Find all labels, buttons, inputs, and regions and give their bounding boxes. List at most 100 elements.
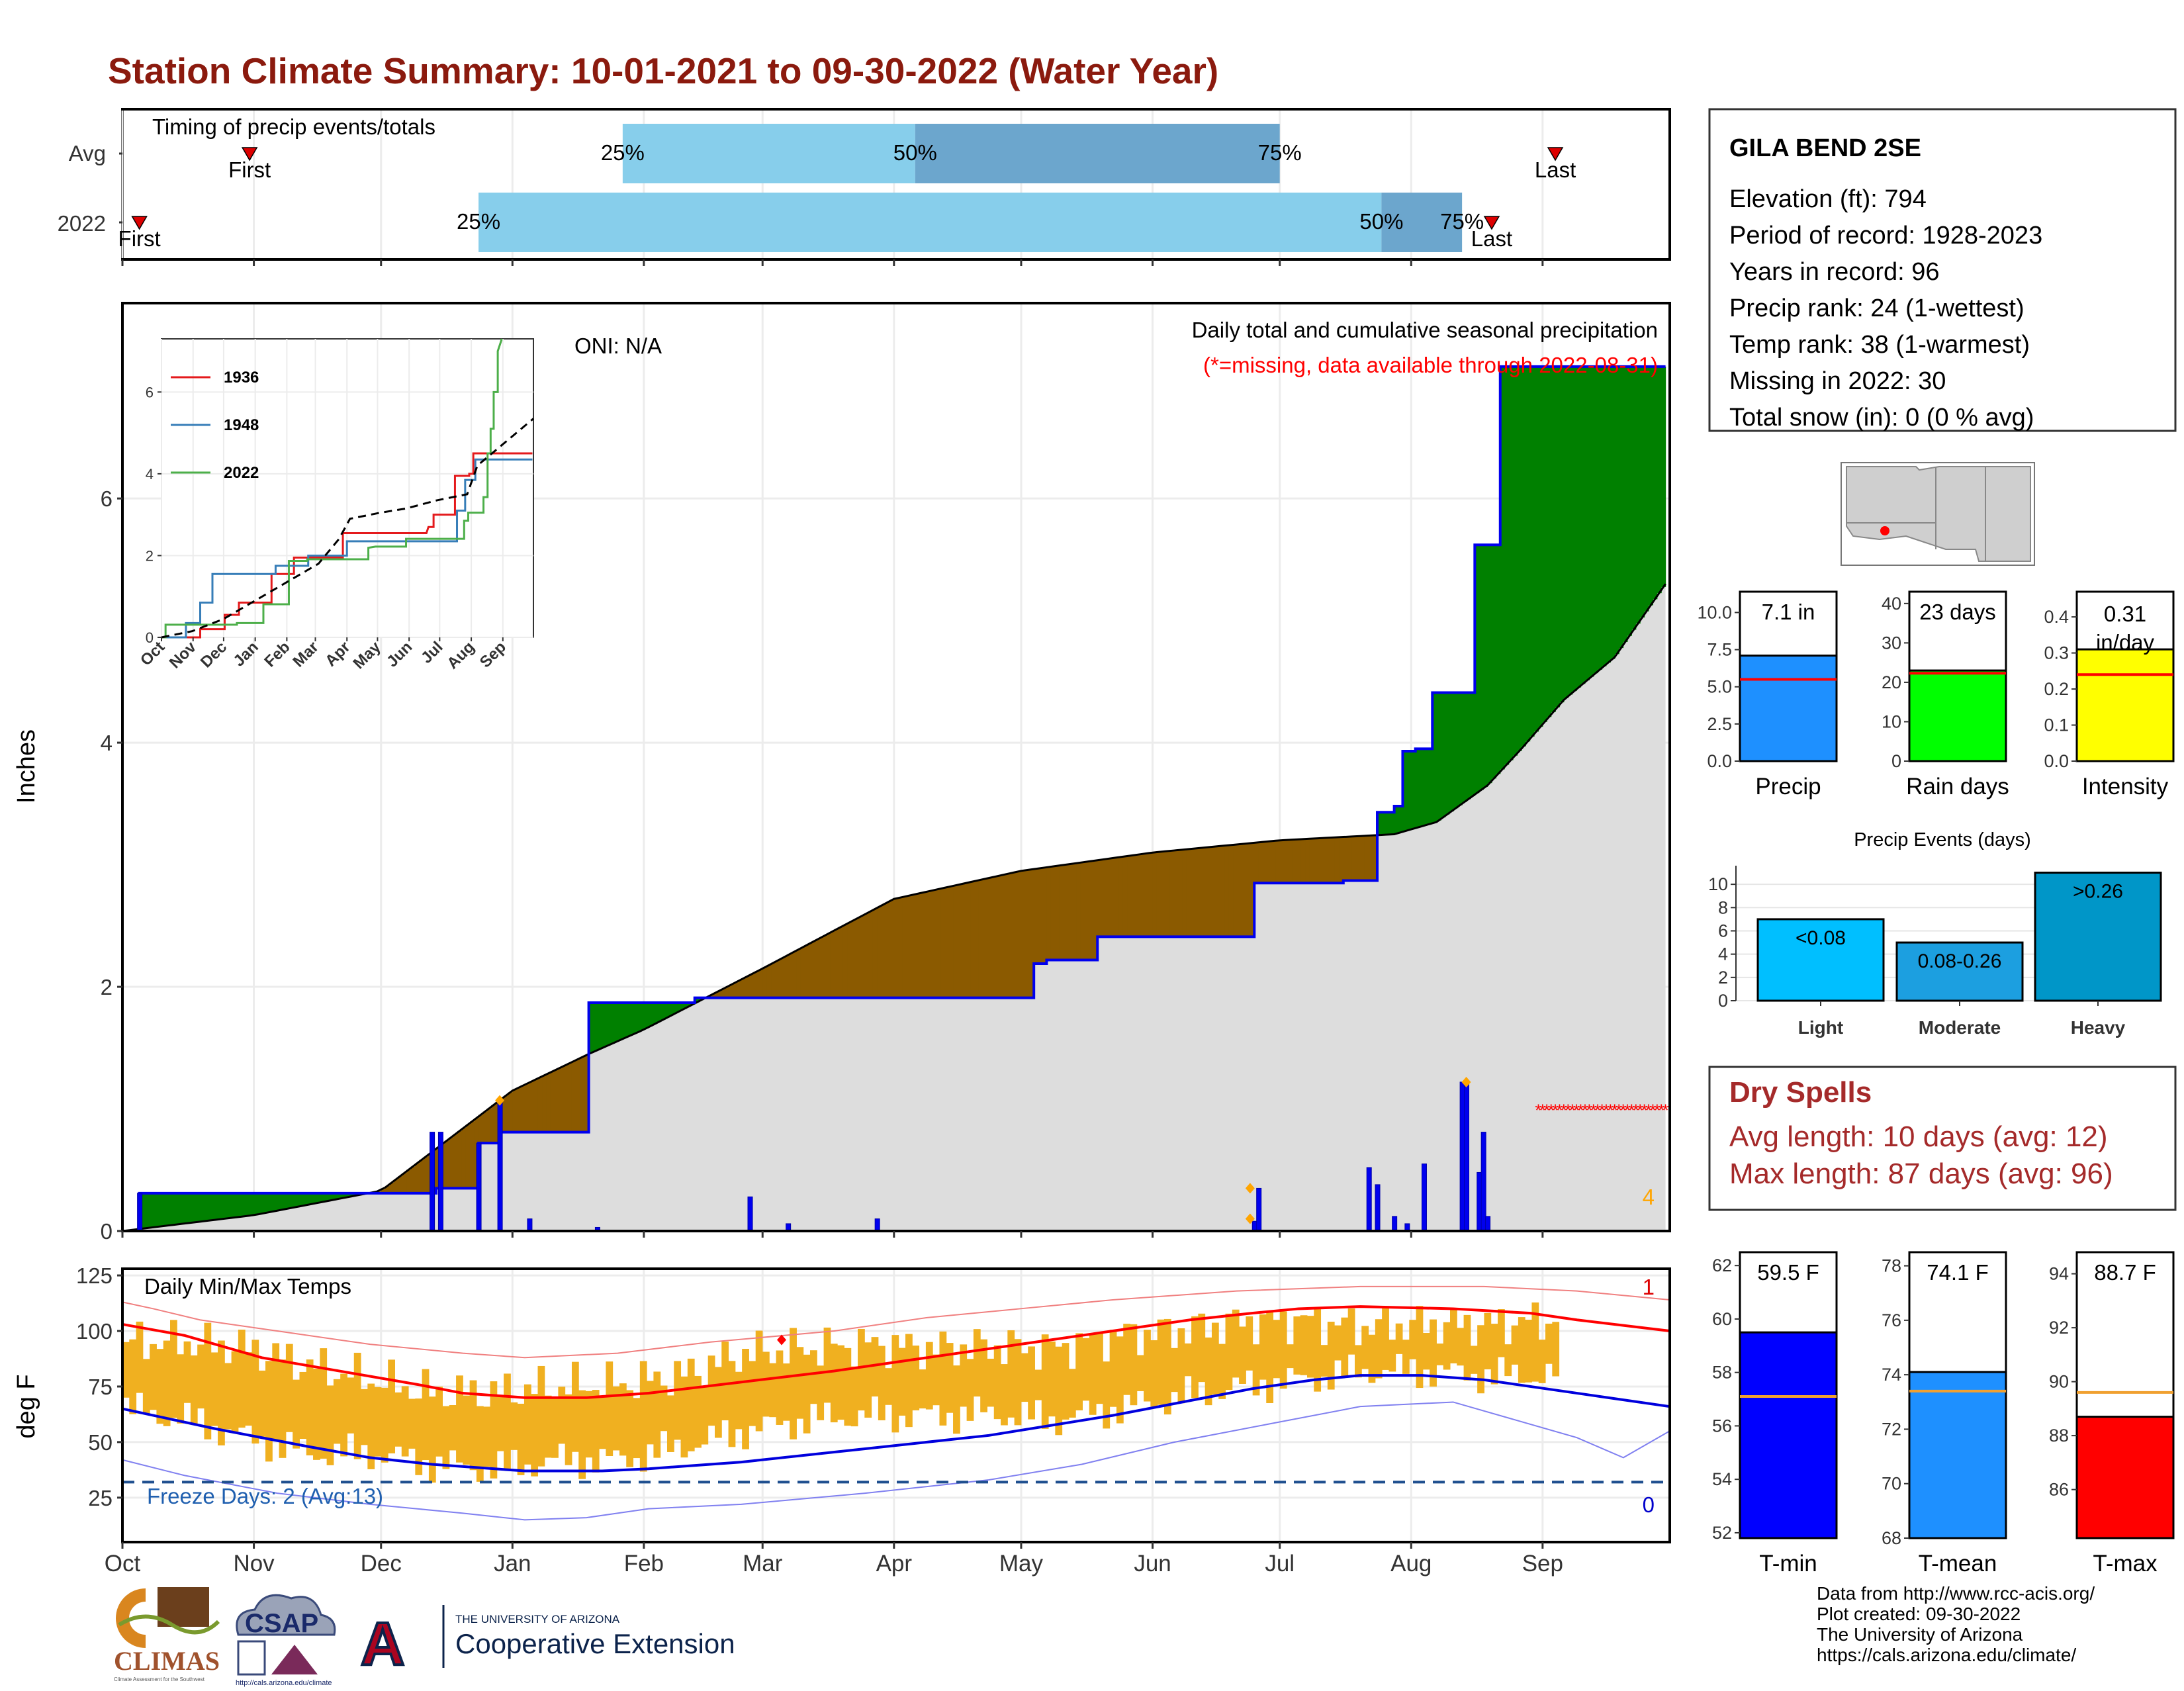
temp-daily-bar <box>545 1396 552 1458</box>
precip-anomaly-fill <box>843 925 848 998</box>
temp-daily-bar <box>1191 1316 1199 1398</box>
station-location-dot <box>1880 526 1889 535</box>
precip-anomaly-fill <box>792 952 797 998</box>
temp-daily-bar <box>1218 1344 1226 1399</box>
precip-anomaly-fill <box>1140 854 1144 937</box>
precip-anomaly-fill <box>1097 860 1102 937</box>
daily-precip-bar <box>1422 1164 1426 1231</box>
precip-anomaly-fill <box>1064 864 1068 960</box>
precip-anomaly-fill <box>1381 812 1386 835</box>
precip-anomaly-fill <box>1297 839 1301 883</box>
precip-anomaly-fill <box>767 965 772 997</box>
precip-anomaly-fill <box>975 881 979 998</box>
temp-daily-bar <box>1075 1333 1083 1410</box>
precip-anomaly-fill <box>639 1003 644 1030</box>
station-info-box: GILA BEND 2SE Elevation (ft): 794 Period… <box>1709 109 2175 432</box>
precip-anomaly-fill <box>538 1077 543 1132</box>
precip-anomaly-fill <box>1645 367 1649 612</box>
precip-anomaly-fill <box>288 1193 293 1209</box>
temp-daily-bar <box>1158 1320 1165 1405</box>
precip-anomaly-fill <box>657 1003 661 1022</box>
temp-daily-bar <box>238 1330 246 1428</box>
timing-row-label-2022: 2022 <box>58 211 106 236</box>
precip-y-tick-label: 6 <box>101 486 113 511</box>
daily-precip-bar <box>1392 1216 1397 1231</box>
precip-anomaly-fill <box>966 882 971 997</box>
temp-daily-bar <box>769 1363 776 1417</box>
missing-data-marks: ******************************* <box>1535 1101 1668 1120</box>
csap-logo: CSAP http://cals.arizona.edu/climate <box>236 1595 335 1687</box>
temp-daily-bar <box>1409 1320 1416 1359</box>
precip-anomaly-fill <box>487 1109 492 1143</box>
small-bar-tick-label: 68 <box>1882 1528 1901 1548</box>
precip-anomaly-fill <box>1458 692 1463 805</box>
precip-anomaly-fill <box>903 897 907 998</box>
precip-anomaly-fill <box>461 1128 466 1188</box>
temp-daily-bar <box>1498 1309 1505 1357</box>
temp-y-tick-label: 75 <box>88 1375 113 1399</box>
p25-label: 25% <box>457 209 500 234</box>
temp-daily-bar <box>783 1363 790 1421</box>
daily-precip-bar <box>1486 1216 1490 1231</box>
precip-anomaly-fill <box>250 1193 254 1216</box>
small-bar-tick-label: 2.5 <box>1707 714 1732 734</box>
temp-daily-bar <box>435 1387 443 1457</box>
precip-anomaly-fill <box>623 1003 627 1038</box>
temp-daily-bar <box>626 1390 633 1467</box>
temp-daily-bar <box>1457 1328 1464 1365</box>
precip-anomaly-fill <box>771 963 776 998</box>
temp-daily-bar <box>551 1397 559 1457</box>
events-bar-label-moderate: 0.08-0.26 <box>1918 950 2002 972</box>
precip-anomaly-fill <box>635 1003 640 1032</box>
temp-daily-bar <box>905 1334 913 1427</box>
precip-anomaly-fill <box>1530 367 1535 737</box>
temp-daily-bar <box>1116 1336 1124 1423</box>
precip-anomaly-fill <box>886 902 890 997</box>
temp-daily-bar <box>1150 1340 1158 1406</box>
precip-anomaly-fill <box>1310 839 1314 883</box>
precip-anomaly-fill <box>1110 858 1115 937</box>
temp-daily-bar <box>919 1369 927 1408</box>
temp-daily-bar <box>1436 1344 1443 1365</box>
precip-anomaly-fill <box>805 945 809 998</box>
small-bar-tick-label: 0.4 <box>2044 607 2069 627</box>
temp-daily-bar <box>1028 1346 1035 1419</box>
precip-anomaly-fill <box>1525 367 1530 741</box>
temp-daily-bar <box>394 1393 402 1447</box>
temp-daily-bar <box>1504 1344 1512 1376</box>
precip-anomaly-fill <box>1220 846 1225 937</box>
precip-anomaly-fill <box>644 1003 649 1028</box>
precip-anomaly-fill <box>1492 545 1496 778</box>
temp-daily-bar <box>1321 1345 1328 1377</box>
month-tick-label: Nov <box>233 1551 275 1577</box>
station-snow: Total snow (in): 0 (0 % avg) <box>1729 404 2034 432</box>
precip-anomaly-fill <box>1046 867 1051 960</box>
precip-anomaly-fill <box>445 1140 449 1188</box>
precip-anomaly-fill <box>1169 850 1174 937</box>
precip-anomaly-fill <box>907 895 911 997</box>
precip-anomaly-fill <box>1551 367 1556 712</box>
precip-anomaly-fill <box>173 1193 178 1225</box>
temp-daily-bar <box>1178 1328 1185 1403</box>
precip-anomaly-fill <box>1610 367 1615 659</box>
precip-anomaly-fill <box>936 889 941 997</box>
precip-anomaly-fill <box>729 985 733 998</box>
logo-strip: CLIMAS Climate Assessment for the Southw… <box>106 1575 741 1688</box>
precip-anomaly-fill <box>1259 842 1263 883</box>
precip-anomaly-fill <box>1123 856 1128 937</box>
precip-anomaly-fill <box>1233 845 1238 937</box>
precip-anomaly-fill <box>1136 854 1140 937</box>
precip-anomaly-fill <box>775 960 780 997</box>
temp-daily-bar <box>1491 1324 1498 1385</box>
temp-daily-bar <box>796 1347 803 1418</box>
precip-anomaly-fill <box>262 1193 267 1213</box>
precip-anomaly-fill <box>580 1057 585 1132</box>
precip-anomaly-fill <box>889 900 894 998</box>
small-bar-tick-label: 60 <box>1712 1309 1732 1329</box>
temp-daily-bar <box>1171 1348 1178 1392</box>
temp-daily-bar <box>578 1391 586 1479</box>
inset-y-tick-label: 4 <box>146 466 154 482</box>
temp-daily-bar <box>803 1355 811 1434</box>
